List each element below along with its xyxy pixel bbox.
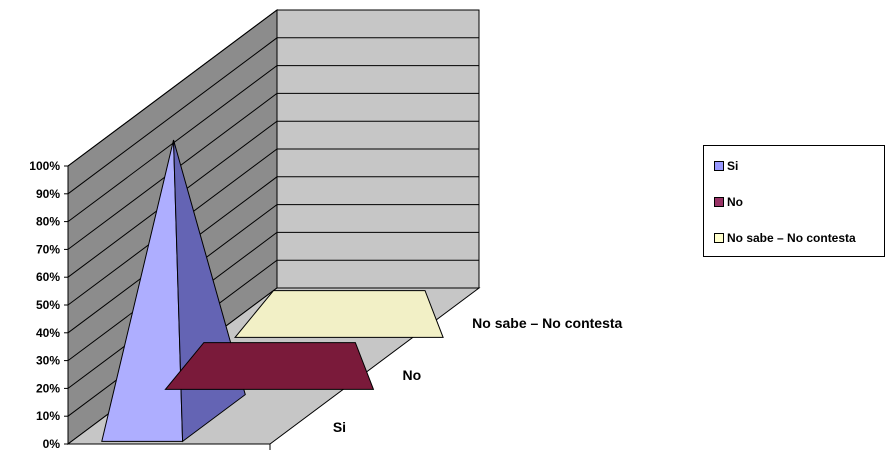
legend-item-no: No	[714, 194, 743, 210]
y-tick-label: 70%	[36, 242, 60, 256]
gridline	[67, 65, 479, 223]
y-tick-label: 40%	[36, 326, 60, 340]
pyramid-base-flat	[233, 290, 444, 338]
legend-label-no: No	[727, 195, 743, 209]
y-tick-label: 30%	[36, 354, 60, 368]
gridline	[67, 120, 479, 278]
y-tick-label: 0%	[43, 437, 61, 451]
y-tick-label: 60%	[36, 270, 60, 284]
y-tick-label: 90%	[36, 187, 60, 201]
legend-item-no-sabe: No sabe – No contesta	[714, 230, 856, 246]
data-marks	[101, 139, 444, 443]
pyramid-2	[164, 342, 375, 390]
y-axis-ticks: 0% 10% 20% 30% 40% 50% 60% 70% 80% 90% 100%	[29, 159, 68, 451]
legend-swatch-si	[714, 161, 724, 171]
y-tick-label: 10%	[36, 409, 60, 423]
y-tick-label: 20%	[36, 381, 60, 395]
category-label: No sabe – No contesta	[472, 315, 622, 331]
gridline	[67, 148, 479, 306]
pyramid-base-flat	[164, 342, 375, 390]
legend-label-no-sabe: No sabe – No contesta	[727, 231, 856, 245]
category-labels: Si No No sabe – No contesta	[333, 315, 623, 435]
legend-swatch-no	[714, 197, 724, 207]
category-label: No	[403, 367, 422, 383]
y-tick-label: 80%	[36, 215, 60, 229]
y-tick-label: 50%	[36, 298, 60, 312]
gridline	[67, 92, 479, 250]
category-label: Si	[333, 419, 346, 435]
gridline	[67, 176, 479, 334]
gridline	[67, 37, 479, 195]
gridline	[67, 9, 479, 167]
legend-swatch-no-sabe	[714, 233, 724, 243]
legend-label-si: Si	[727, 159, 739, 173]
legend: Si No No sabe – No contesta	[703, 145, 885, 257]
legend-item-si: Si	[714, 158, 738, 174]
y-tick-label: 100%	[29, 159, 60, 173]
pyramid-3	[233, 290, 444, 338]
